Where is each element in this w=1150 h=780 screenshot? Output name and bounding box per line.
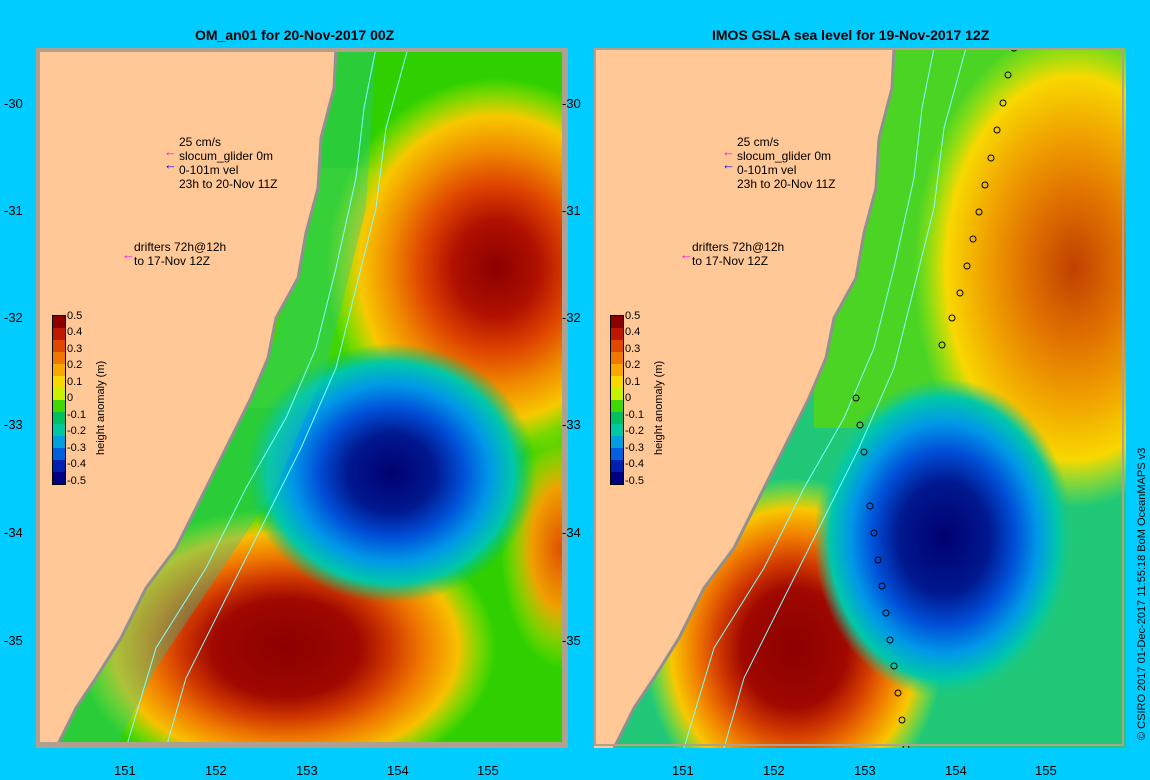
right-y-tick: -32 (562, 310, 581, 325)
magenta-arrow-icon: ← (722, 144, 735, 159)
left-panel-title: OM_an01 for 20-Nov-2017 00Z (195, 27, 395, 43)
right-x-tick: 155 (1035, 763, 1057, 778)
colorbar-label: -0.5 (625, 475, 644, 487)
blue-arrow-icon: ← (164, 157, 177, 172)
time-label: 23h to 20-Nov 11Z (179, 177, 278, 191)
left-x-tick: 151 (114, 763, 136, 778)
left-x-tick: 152 (205, 763, 227, 778)
colorbar-label: 0.4 (625, 326, 641, 338)
right-x-tick: 153 (854, 763, 876, 778)
colorbar-label: -0.2 (625, 425, 644, 437)
colorbar-title: height anomaly (m) (653, 360, 665, 455)
left-x-tick: 154 (387, 763, 409, 778)
glider-label: slocum_glider 0m (737, 149, 832, 163)
colorbar-label: 0.3 (625, 343, 641, 355)
colorbar-scale (52, 315, 66, 485)
colorbar-label: -0.1 (67, 409, 86, 421)
blue-arrow-icon: ← (722, 157, 735, 172)
right-panel-title: IMOS GSLA sea level for 19-Nov-2017 12Z (712, 27, 990, 43)
right-y-tick: -31 (562, 203, 581, 218)
colorbar-label: 0.2 (625, 359, 641, 371)
right-y-tick: -35 (562, 633, 581, 648)
glider-label: slocum_glider 0m (179, 149, 274, 163)
right-sea-level-map (594, 48, 1126, 748)
drifters-label: drifters 72h@12h (134, 240, 227, 254)
left-y-tick: -33 (4, 417, 23, 432)
colorbar-label: 0.5 (625, 310, 641, 322)
colorbar-label: -0.5 (67, 475, 86, 487)
colorbar-label: 0.4 (67, 326, 83, 338)
left-y-tick: -35 (4, 633, 23, 648)
magenta-arrow-icon: ← (164, 144, 177, 159)
drifters-time-label: to 17-Nov 12Z (134, 254, 211, 268)
right-x-tick: 152 (763, 763, 785, 778)
drifters-label: drifters 72h@12h (692, 240, 785, 254)
right-x-tick: 151 (672, 763, 694, 778)
colorbar-label: 0.5 (67, 310, 83, 322)
right-y-tick: -30 (562, 96, 581, 111)
left-y-tick: -31 (4, 203, 23, 218)
velocity-label: 0-101m vel (737, 163, 797, 177)
colorbar-label: -0.3 (625, 442, 644, 454)
colorbar-label: 0 (625, 392, 632, 404)
right-y-tick: -34 (562, 525, 581, 540)
colorbar-label: 0 (67, 392, 74, 404)
copyright-credit: © CSIRO 2017 01-Dec-2017 11:55:18 BoM Oc… (1136, 447, 1148, 740)
left-y-tick: -32 (4, 310, 23, 325)
colorbar-label: 0.1 (625, 376, 641, 388)
colorbar-label: -0.2 (67, 425, 86, 437)
drifter-arrow-icon: ← (680, 247, 693, 262)
colorbar-label: -0.4 (67, 458, 86, 470)
right-x-tick: 154 (945, 763, 967, 778)
time-label: 23h to 20-Nov 11Z (737, 177, 836, 191)
right-map-panel (594, 48, 1126, 748)
drifter-arrow-icon: ← (122, 247, 135, 262)
velocity-label: 0-101m vel (179, 163, 239, 177)
left-x-tick: 155 (477, 763, 499, 778)
colorbar-scale (610, 315, 624, 485)
colorbar-label: 0.2 (67, 359, 83, 371)
left-y-tick: -30 (4, 96, 23, 111)
colorbar-label: 0.1 (67, 376, 83, 388)
left-sea-level-map (36, 48, 568, 748)
scale-label: 25 cm/s (737, 135, 780, 149)
right-y-tick: -33 (562, 417, 581, 432)
colorbar-label: -0.3 (67, 442, 86, 454)
colorbar-label: -0.1 (625, 409, 644, 421)
left-map-panel (36, 48, 568, 748)
colorbar-title: height anomaly (m) (95, 360, 107, 455)
colorbar-label: -0.4 (625, 458, 644, 470)
left-y-tick: -34 (4, 525, 23, 540)
left-x-tick: 153 (296, 763, 318, 778)
colorbar-label: 0.3 (67, 343, 83, 355)
scale-label: 25 cm/s (179, 135, 222, 149)
drifters-time-label: to 17-Nov 12Z (692, 254, 769, 268)
